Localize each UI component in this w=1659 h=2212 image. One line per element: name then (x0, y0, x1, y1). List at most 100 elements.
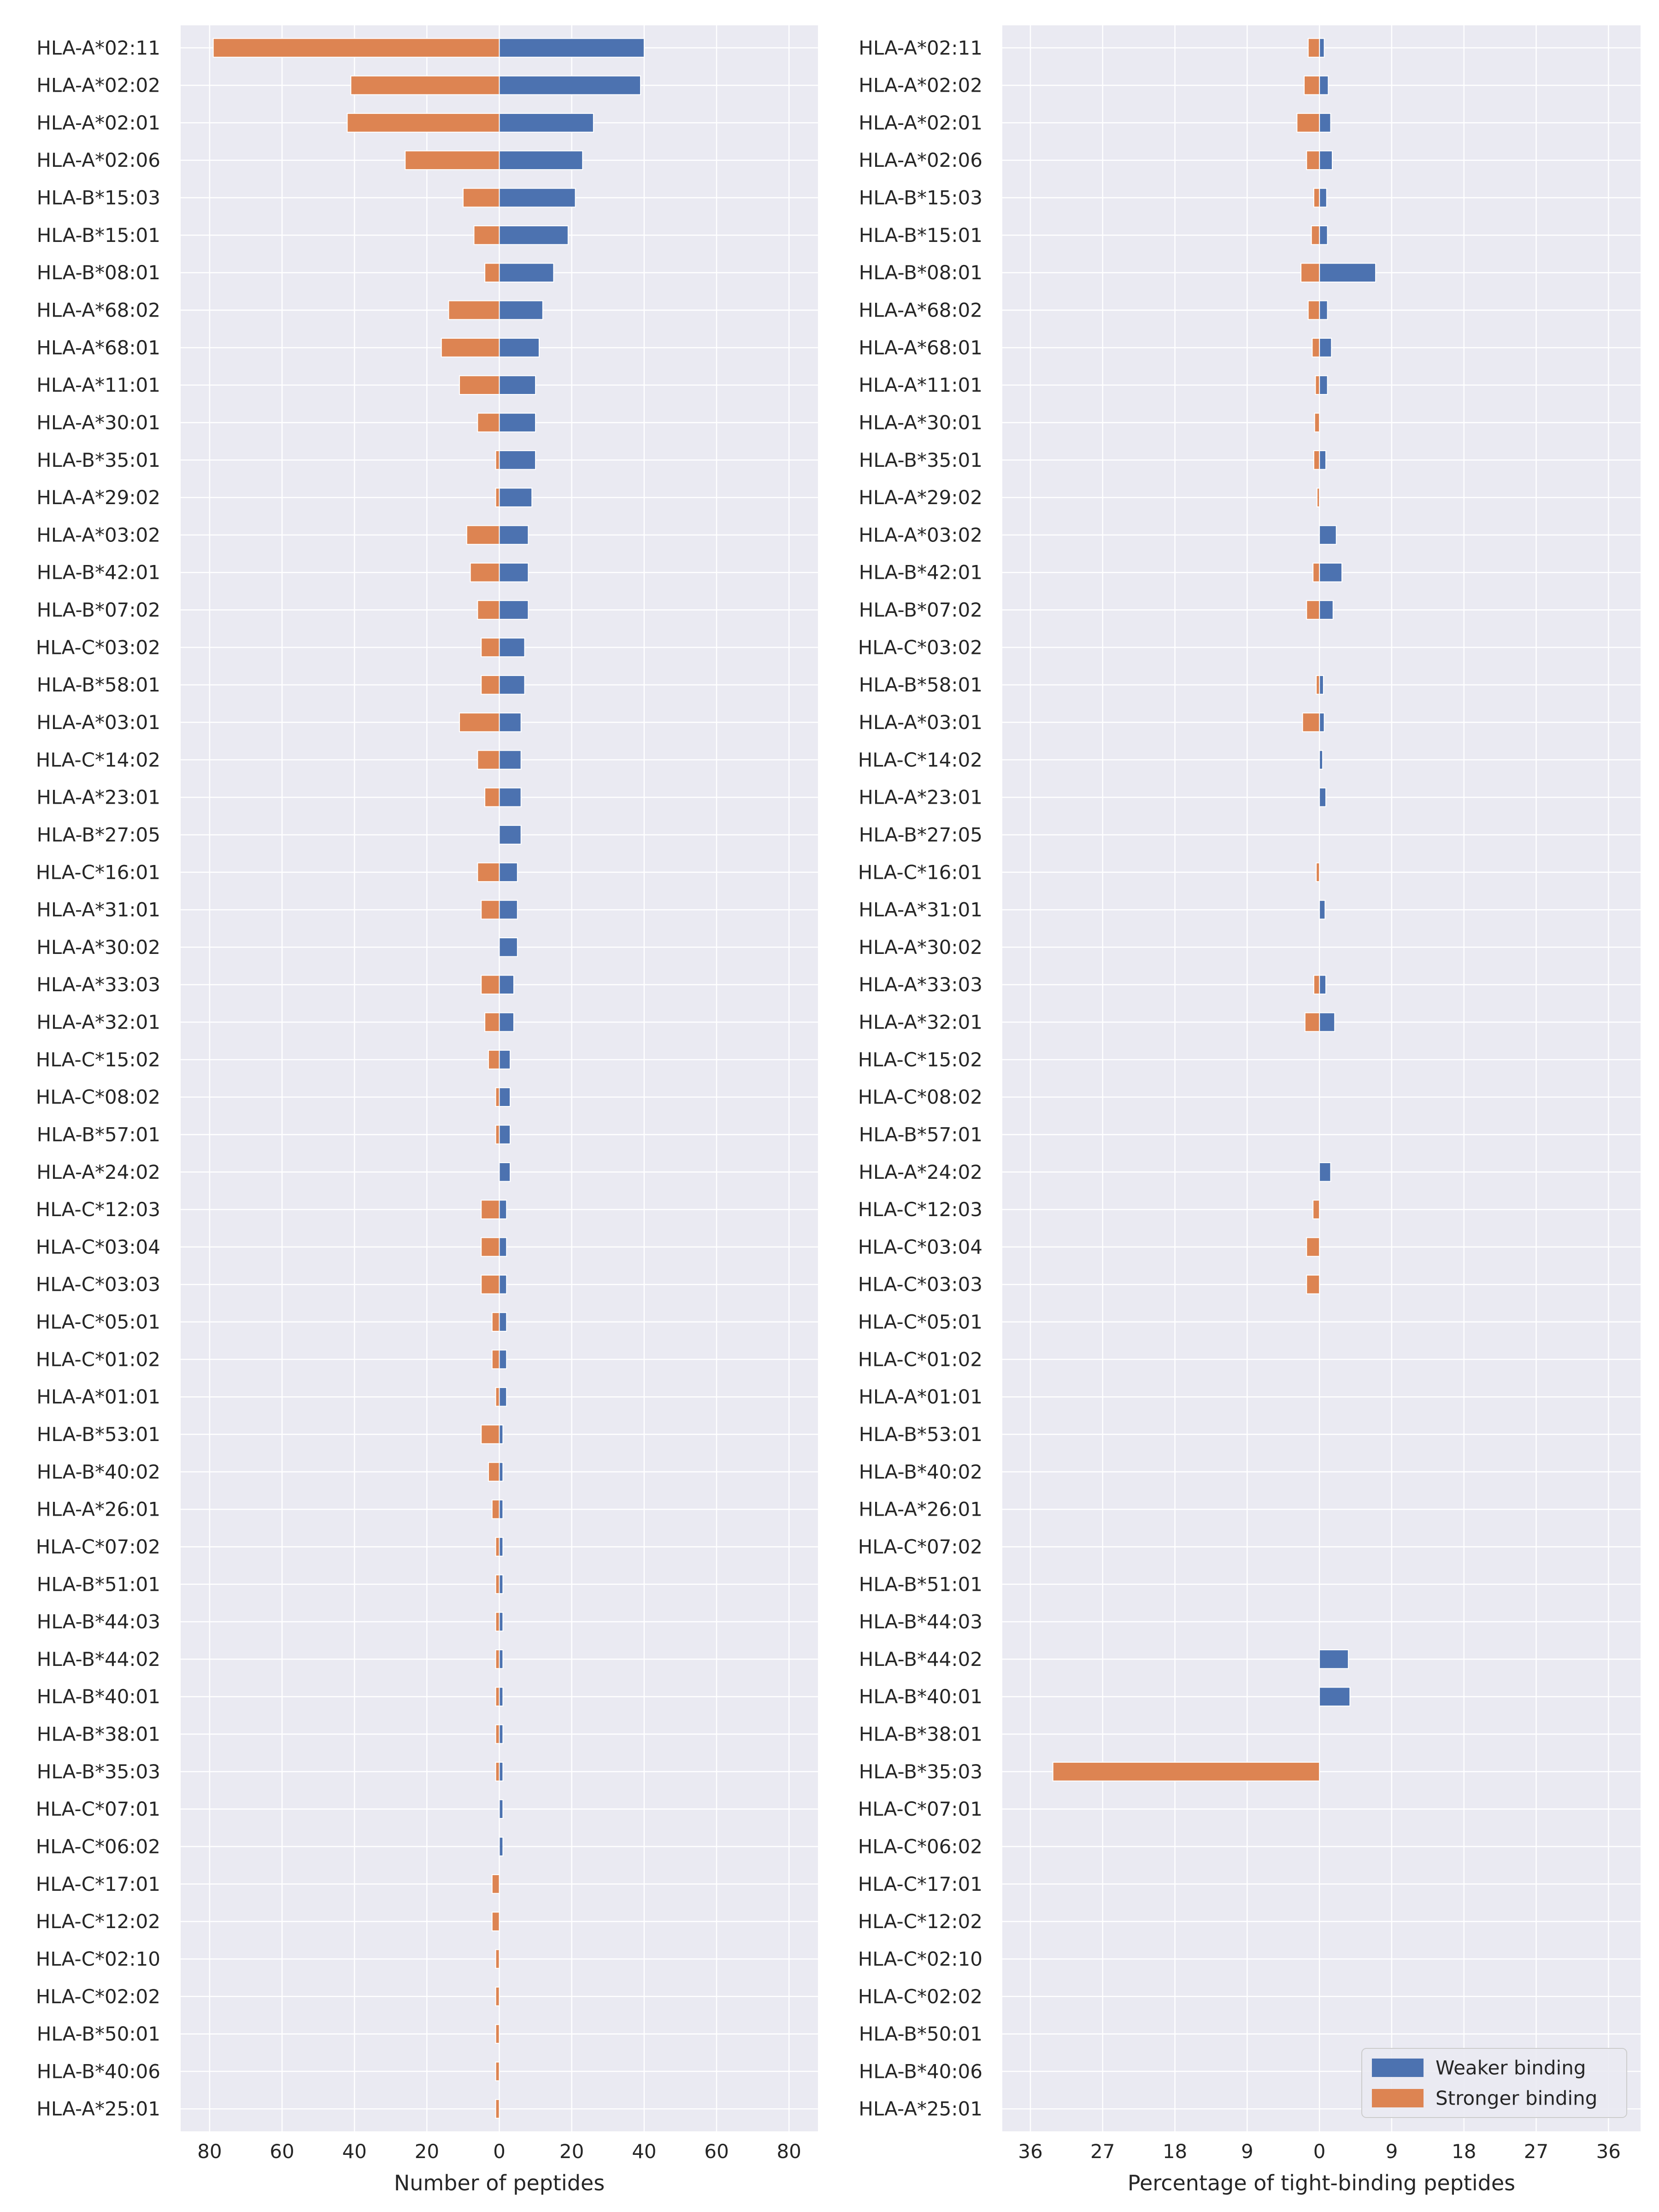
bar-weaker (1319, 450, 1327, 470)
bar-weaker (499, 1574, 504, 1594)
bar-weaker (1319, 1649, 1349, 1669)
y-tick-label: HLA-A*02:02 (36, 74, 160, 97)
bar-stronger (484, 1012, 500, 1032)
y-tick-label: HLA-C*03:02 (36, 636, 160, 659)
bar-weaker (499, 1799, 504, 1819)
x-tick-label: 0 (1313, 2140, 1326, 2163)
bar-stronger (484, 263, 500, 283)
bar-weaker (499, 113, 594, 133)
y-tick-label: HLA-B*08:01 (859, 261, 982, 284)
y-tick-label: HLA-A*02:06 (36, 149, 160, 171)
y-tick-label: HLA-B*15:01 (859, 224, 982, 247)
y-tick-label: HLA-C*05:01 (36, 1311, 160, 1333)
y-tick-label: HLA-A*24:02 (36, 1161, 160, 1183)
y-tick-label: HLA-C*03:04 (858, 1235, 982, 1258)
y-tick-label: HLA-A*68:01 (36, 336, 160, 359)
y-tick-label: HLA-B*08:01 (37, 261, 160, 284)
x-tick-label: 36 (1596, 2140, 1621, 2163)
bar-stronger (1300, 263, 1320, 283)
bar-weaker (499, 1237, 507, 1257)
bar-stronger (473, 225, 500, 245)
y-tick-label: HLA-B*42:01 (37, 561, 160, 584)
bar-weaker (499, 937, 518, 957)
bar-stronger (1306, 150, 1320, 171)
bar-stronger (491, 1874, 500, 1894)
bar-stronger (495, 1124, 500, 1145)
bar-weaker (1319, 337, 1332, 358)
bar-stronger (1306, 600, 1320, 620)
y-tick-label: HLA-C*16:01 (36, 861, 160, 883)
bar-stronger (481, 1237, 500, 1257)
y-tick-label: HLA-B*44:02 (37, 1648, 160, 1671)
bar-weaker (499, 1200, 507, 1219)
y-tick-label: HLA-B*40:01 (859, 1685, 982, 1708)
y-tick-label: HLA-C*07:01 (858, 1798, 982, 1820)
bar-stronger (1304, 1012, 1320, 1032)
bar-stronger (1313, 975, 1320, 995)
y-tick-label: HLA-B*07:02 (859, 599, 982, 621)
y-tick-label: HLA-B*42:01 (859, 561, 982, 584)
y-tick-label: HLA-A*25:01 (36, 2098, 160, 2120)
y-tick-label: HLA-B*44:02 (859, 1648, 982, 1671)
y-tick-label: HLA-C*17:01 (36, 1873, 160, 1895)
y-tick-label: HLA-A*68:01 (859, 336, 982, 359)
bar-weaker (1319, 263, 1377, 283)
y-tick-label: HLA-A*26:01 (859, 1498, 982, 1521)
bar-weaker (499, 862, 518, 882)
bar-weaker (499, 1687, 504, 1707)
left-panel-number-of-peptides: HLA-A*02:11 HLA-A*02:02 HLA-A*02:01 HLA-A*0… (36, 25, 818, 2195)
bar-weaker (499, 1012, 514, 1032)
bar-stronger (1052, 1762, 1320, 1782)
bar-stronger (481, 1274, 500, 1294)
y-tick-label: HLA-C*05:01 (858, 1311, 982, 1333)
bar-weaker (499, 1612, 504, 1632)
y-tick-label: HLA-B*27:05 (859, 824, 982, 846)
bar-stronger (484, 787, 500, 807)
bar-stronger (470, 562, 500, 582)
y-tick-label: HLA-A*26:01 (36, 1498, 160, 1521)
bar-weaker (499, 1349, 507, 1370)
y-tick-label: HLA-C*03:03 (858, 1273, 982, 1296)
y-tick-label: HLA-B*51:01 (37, 1573, 160, 1595)
bar-weaker (499, 1050, 511, 1070)
bar-stronger (1306, 1274, 1320, 1294)
bar-weaker (499, 562, 529, 582)
x-tick-label: 18 (1452, 2140, 1476, 2163)
bar-stronger (405, 150, 500, 171)
y-tick-label: HLA-B*58:01 (859, 674, 982, 696)
y-tick-label: HLA-A*03:01 (859, 711, 982, 734)
y-tick-label: HLA-A*03:02 (859, 524, 982, 546)
bar-weaker (1319, 1162, 1331, 1182)
y-tick-label: HLA-B*38:01 (859, 1723, 982, 1746)
bar-stronger (495, 1649, 500, 1669)
bar-stronger (491, 1349, 500, 1370)
bar-weaker (499, 1087, 511, 1107)
bar-weaker (1319, 375, 1328, 395)
y-tick-label: HLA-C*08:02 (858, 1086, 982, 1108)
y-tick-label: HLA-B*40:06 (37, 2060, 160, 2083)
x-axis-label: Percentage of tight-binding peptides (1128, 2171, 1515, 2195)
legend-swatch (1372, 2059, 1424, 2077)
bar-stronger (1312, 337, 1320, 358)
y-tick-label: HLA-B*53:01 (37, 1423, 160, 1446)
bar-weaker (499, 600, 529, 620)
y-tick-label: HLA-A*29:02 (859, 486, 982, 509)
bar-weaker (1319, 150, 1333, 171)
bar-stronger (1312, 562, 1320, 582)
bar-weaker (499, 188, 576, 208)
y-tick-label: HLA-A*02:06 (859, 149, 982, 171)
legend-label: Stronger binding (1435, 2087, 1597, 2110)
bar-stronger (481, 637, 500, 658)
bar-weaker (499, 712, 522, 732)
y-tick-label: HLA-A*01:01 (859, 1386, 982, 1408)
y-tick-label: HLA-A*68:02 (36, 299, 160, 322)
y-tick-label: HLA-A*24:02 (859, 1161, 982, 1183)
bar-weaker (499, 1537, 504, 1557)
bar-stronger (448, 300, 500, 320)
x-tick-label: 9 (1241, 2140, 1253, 2163)
y-tick-label: HLA-A*02:01 (859, 112, 982, 134)
x-tick-label: 80 (777, 2140, 801, 2163)
y-tick-label: HLA-A*68:02 (859, 299, 982, 322)
bar-stronger (1316, 862, 1320, 882)
y-tick-label: HLA-B*44:03 (859, 1611, 982, 1633)
